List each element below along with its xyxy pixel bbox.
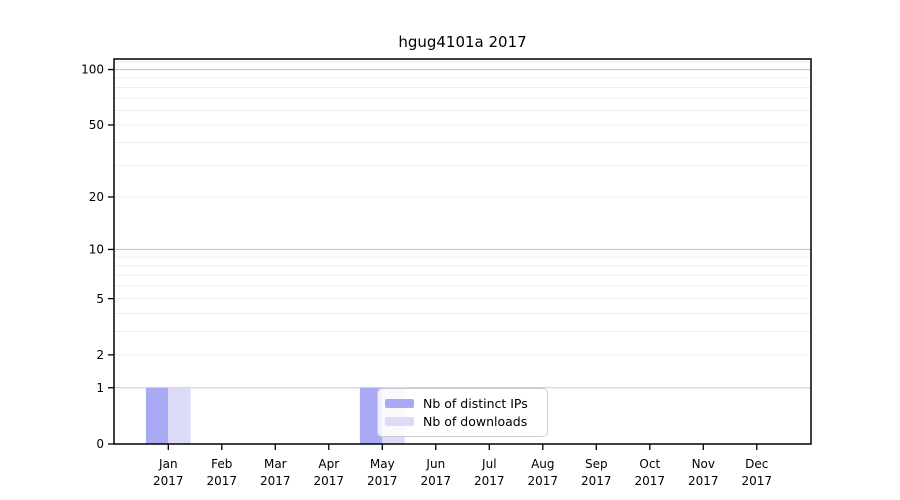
legend-entry-distinct-ips: Nb of distinct IPs: [385, 396, 538, 411]
legend-label: Nb of distinct IPs: [423, 395, 528, 411]
x-tick-label-month: Sep: [585, 457, 608, 471]
y-tick-label: 5: [96, 292, 104, 306]
x-tick-label-month: Oct: [639, 457, 660, 471]
x-tick-label-year: 2017: [742, 474, 773, 488]
legend: Nb of distinct IPs Nb of downloads: [377, 388, 548, 437]
x-tick-label-month: May: [370, 457, 395, 471]
x-tick-label-month: Dec: [745, 457, 768, 471]
x-tick-label-month: Mar: [264, 457, 287, 471]
x-tick-label-year: 2017: [581, 474, 612, 488]
x-tick-label-year: 2017: [260, 474, 291, 488]
y-tick-label: 10: [89, 243, 104, 257]
x-tick-label-month: Apr: [318, 457, 339, 471]
y-tick-label: 1: [96, 381, 104, 395]
y-tick-label: 50: [89, 118, 104, 132]
x-tick-label-month: Nov: [692, 457, 715, 471]
bar-distinct-ips-may: [359, 387, 383, 444]
x-tick-label-month: Jul: [481, 457, 496, 471]
y-tick-label: 100: [81, 63, 104, 77]
x-tick-label-year: 2017: [688, 474, 719, 488]
x-tick-label-month: Jan: [158, 457, 178, 471]
x-tick-label-year: 2017: [367, 474, 398, 488]
legend-entry-downloads: Nb of downloads: [385, 414, 538, 429]
x-tick-label-year: 2017: [528, 474, 559, 488]
x-tick-label-month: Aug: [531, 457, 554, 471]
x-tick-label-month: Feb: [211, 457, 232, 471]
x-tick-label-month: Jun: [425, 457, 445, 471]
legend-swatch-icon: [385, 398, 414, 408]
x-tick-label-year: 2017: [153, 474, 184, 488]
y-tick-label: 0: [96, 437, 104, 451]
x-tick-label-year: 2017: [314, 474, 345, 488]
y-tick-label: 2: [96, 348, 104, 362]
legend-swatch-icon: [385, 417, 414, 427]
y-tick-label: 20: [89, 190, 104, 204]
plot-frame: [113, 58, 812, 445]
bar-distinct-ips-jan: [145, 387, 169, 444]
x-tick-label-year: 2017: [474, 474, 505, 488]
x-tick-label-year: 2017: [421, 474, 452, 488]
legend-label: Nb of downloads: [423, 414, 528, 430]
chart-title: hgug4101a 2017: [398, 33, 527, 51]
x-tick-label-year: 2017: [635, 474, 666, 488]
x-tick-label-year: 2017: [207, 474, 238, 488]
bar-downloads-jan: [168, 387, 191, 444]
